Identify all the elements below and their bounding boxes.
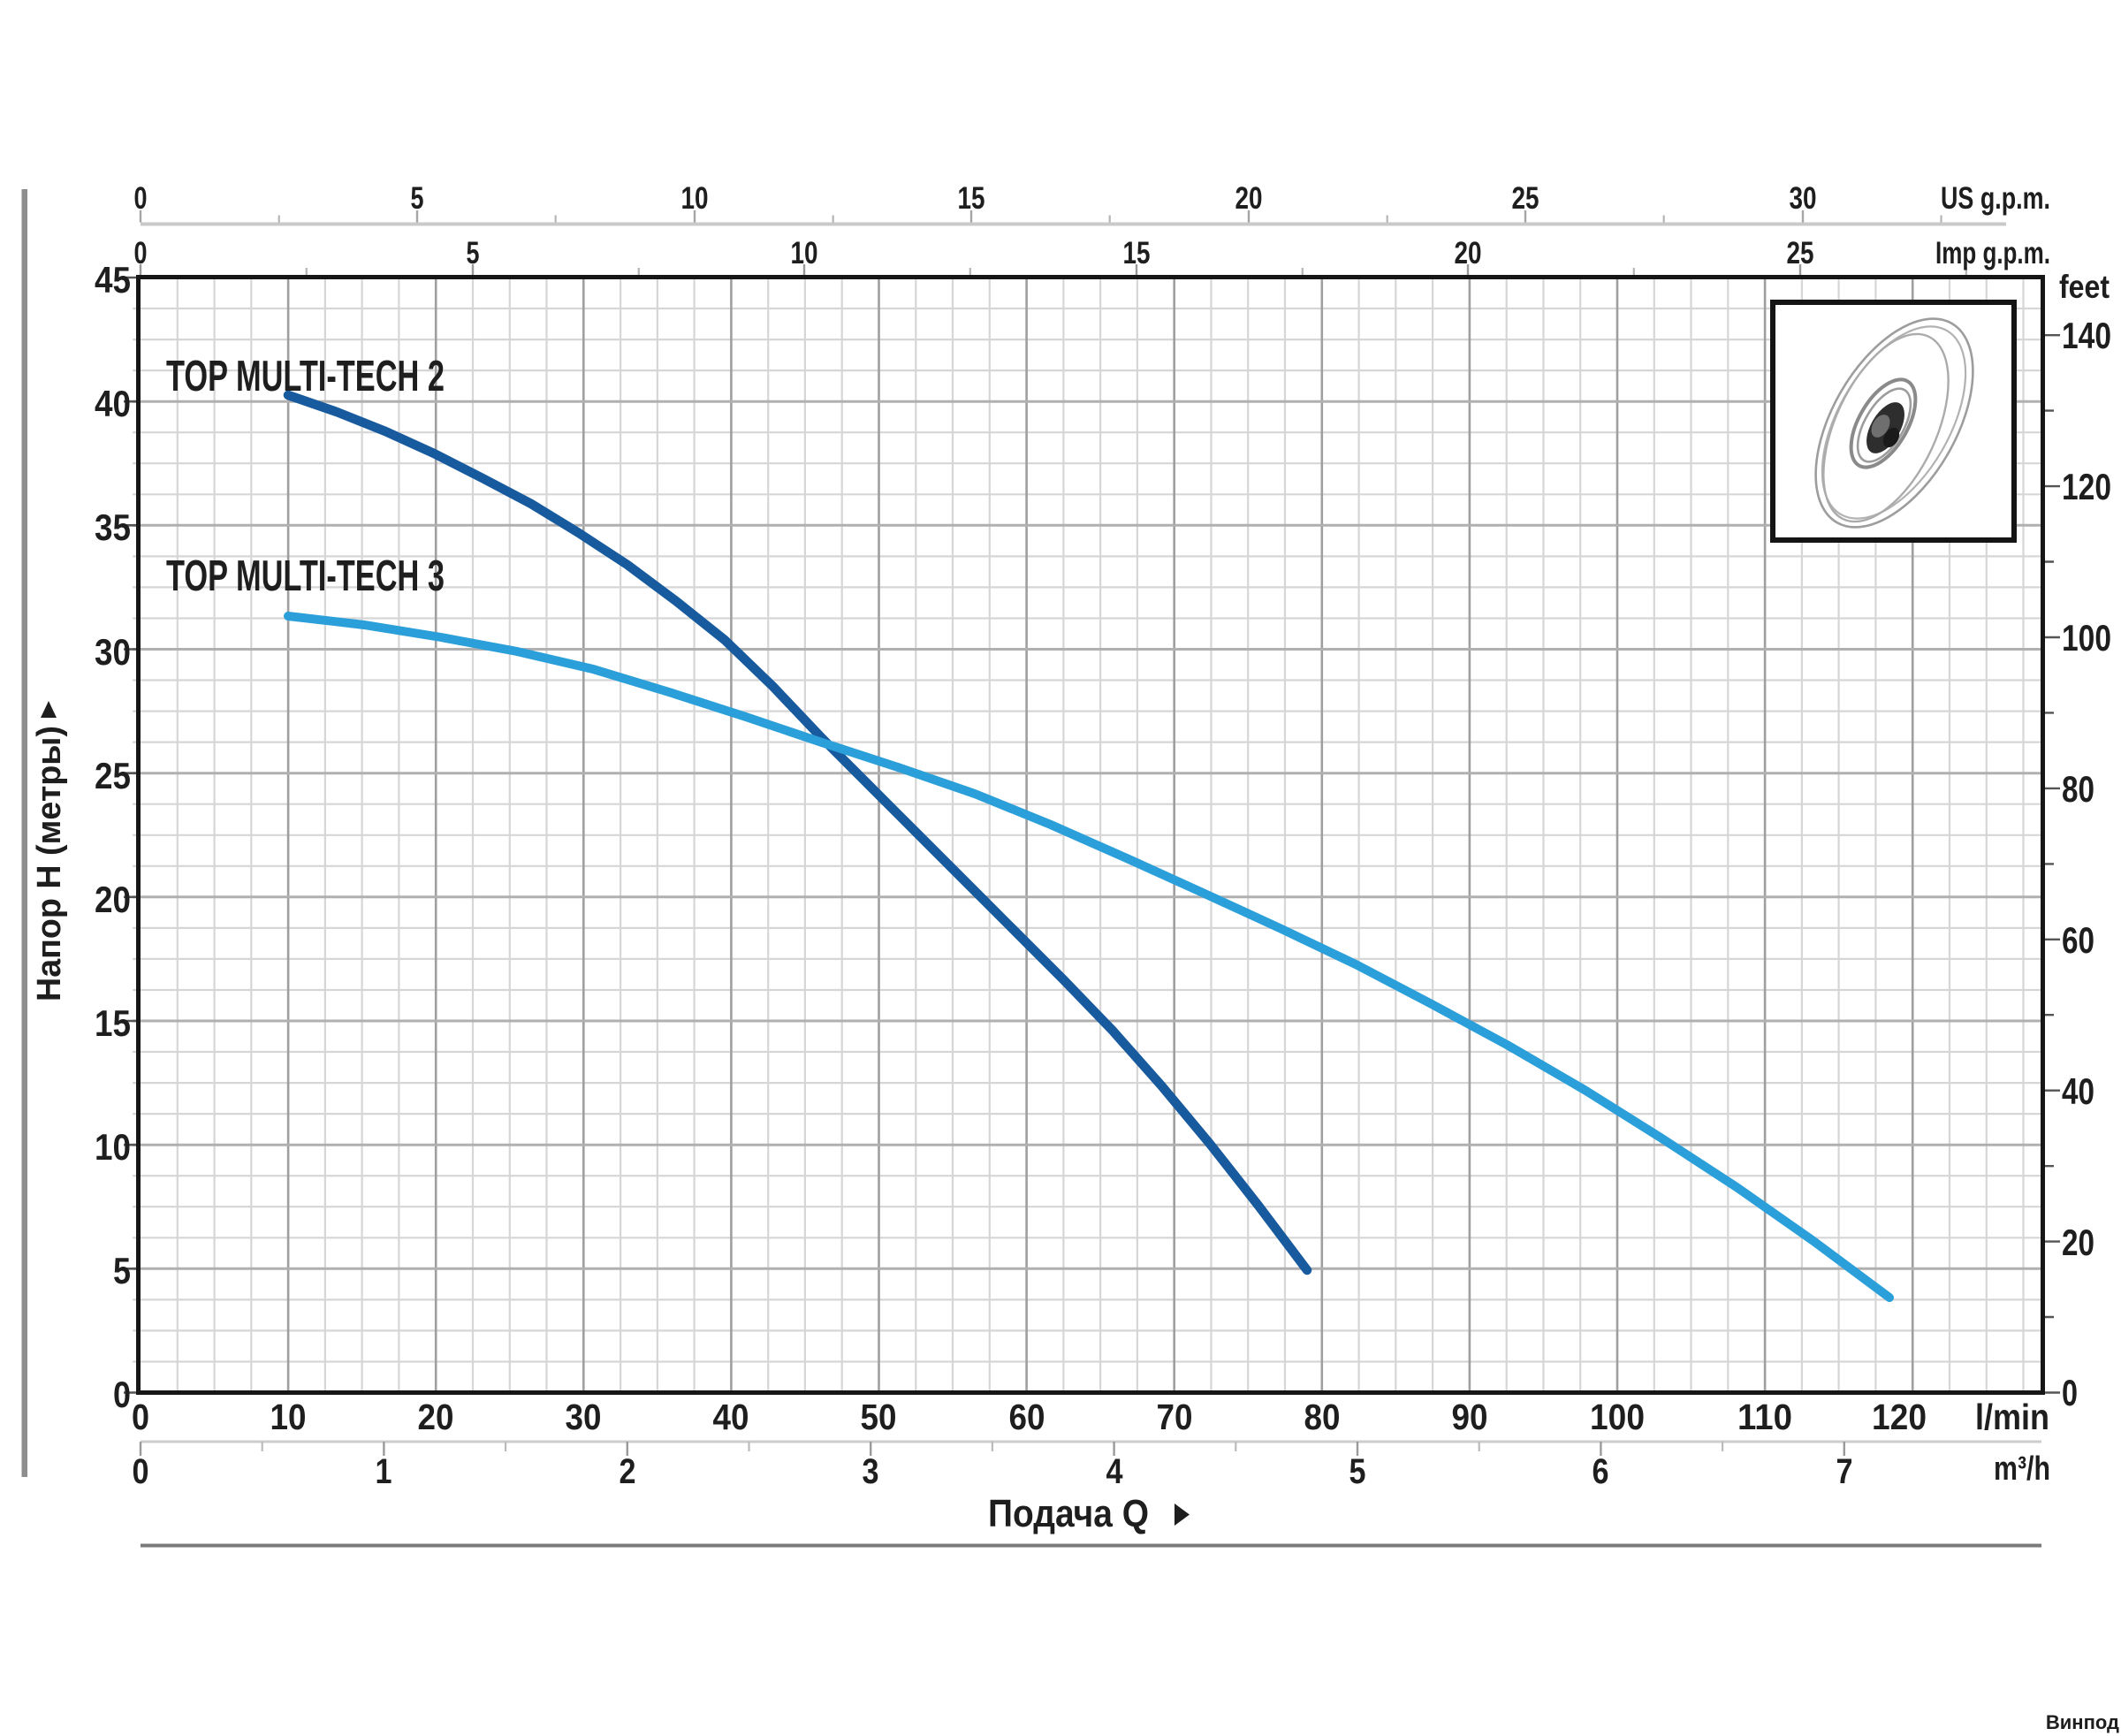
svg-text:10: 10 [791, 236, 818, 270]
svg-text:30: 30 [1790, 181, 1817, 216]
svg-text:5: 5 [411, 181, 424, 216]
svg-text:0: 0 [132, 1397, 149, 1437]
svg-text:45: 45 [95, 259, 131, 301]
svg-text:60: 60 [1009, 1397, 1045, 1437]
svg-text:15: 15 [95, 1002, 131, 1044]
svg-text:TOP MULTI-TECH 2: TOP MULTI-TECH 2 [166, 353, 445, 400]
svg-text:40: 40 [713, 1397, 749, 1437]
svg-text:5: 5 [467, 236, 480, 270]
svg-text:0: 0 [133, 1452, 149, 1491]
svg-text:25: 25 [1787, 236, 1814, 270]
svg-text:80: 80 [2062, 768, 2094, 810]
svg-text:90: 90 [1452, 1397, 1488, 1437]
svg-text:60: 60 [2062, 919, 2094, 961]
svg-text:15: 15 [958, 181, 985, 216]
svg-text:0: 0 [134, 236, 148, 270]
svg-text:25: 25 [95, 755, 131, 796]
svg-text:m³/h: m³/h [1994, 1450, 2050, 1488]
svg-text:10: 10 [95, 1126, 131, 1168]
svg-text:7: 7 [1836, 1452, 1853, 1491]
svg-text:20: 20 [2062, 1222, 2094, 1263]
svg-text:Винпод: Винпод [2046, 1711, 2119, 1733]
svg-text:5: 5 [113, 1250, 131, 1291]
svg-text:3: 3 [863, 1452, 879, 1491]
svg-text:50: 50 [861, 1397, 897, 1437]
svg-text:Напор H (метры): Напор H (метры) [31, 726, 68, 1001]
svg-text:120: 120 [1872, 1397, 1927, 1437]
svg-text:2: 2 [620, 1452, 636, 1491]
svg-text:6: 6 [1593, 1452, 1609, 1491]
svg-text:30: 30 [95, 631, 131, 673]
svg-text:US g.p.m.: US g.p.m. [1941, 181, 2050, 216]
svg-text:20: 20 [95, 879, 131, 920]
svg-text:110: 110 [1737, 1397, 1792, 1437]
svg-text:80: 80 [1304, 1397, 1341, 1437]
svg-text:120: 120 [2062, 466, 2111, 507]
svg-text:35: 35 [95, 506, 131, 548]
svg-text:25: 25 [1512, 181, 1539, 216]
svg-text:20: 20 [1455, 236, 1482, 270]
svg-text:20: 20 [418, 1397, 454, 1437]
svg-text:100: 100 [2062, 617, 2111, 659]
svg-text:40: 40 [95, 383, 131, 424]
svg-text:l/min: l/min [1975, 1397, 2049, 1437]
svg-text:140: 140 [2062, 315, 2111, 356]
svg-text:100: 100 [1590, 1397, 1645, 1437]
svg-text:70: 70 [1157, 1397, 1193, 1437]
svg-text:TOP MULTI-TECH 3: TOP MULTI-TECH 3 [166, 552, 445, 600]
svg-text:Подача Q: Подача Q [988, 1492, 1149, 1535]
svg-text:feet: feet [2059, 269, 2110, 305]
svg-text:40: 40 [2062, 1070, 2094, 1112]
svg-text:10: 10 [270, 1397, 307, 1437]
svg-text:0: 0 [113, 1374, 131, 1415]
svg-text:0: 0 [134, 181, 148, 216]
svg-text:5: 5 [1349, 1452, 1366, 1491]
svg-text:10: 10 [681, 181, 709, 216]
svg-text:0: 0 [2062, 1372, 2078, 1413]
svg-text:Imp g.p.m.: Imp g.p.m. [1935, 236, 2050, 270]
svg-text:20: 20 [1235, 181, 1263, 216]
svg-text:1: 1 [376, 1452, 392, 1491]
svg-text:30: 30 [566, 1397, 602, 1437]
svg-text:4: 4 [1106, 1452, 1124, 1491]
svg-text:15: 15 [1123, 236, 1151, 270]
